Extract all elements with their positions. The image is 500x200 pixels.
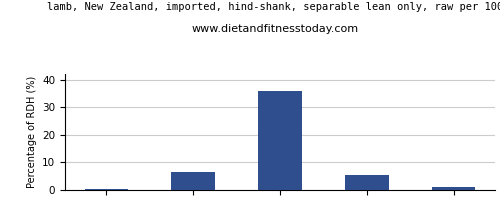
Bar: [432, 187, 476, 190]
Bar: [258, 91, 302, 190]
Text: www.dietandfitnesstoday.com: www.dietandfitnesstoday.com: [192, 24, 358, 34]
Bar: [84, 189, 128, 190]
Y-axis label: Percentage of RDH (%): Percentage of RDH (%): [26, 76, 36, 188]
Bar: [172, 172, 215, 190]
Bar: [345, 175, 389, 190]
Text: lamb, New Zealand, imported, hind-shank, separable lean only, raw per 100: lamb, New Zealand, imported, hind-shank,…: [47, 2, 500, 12]
